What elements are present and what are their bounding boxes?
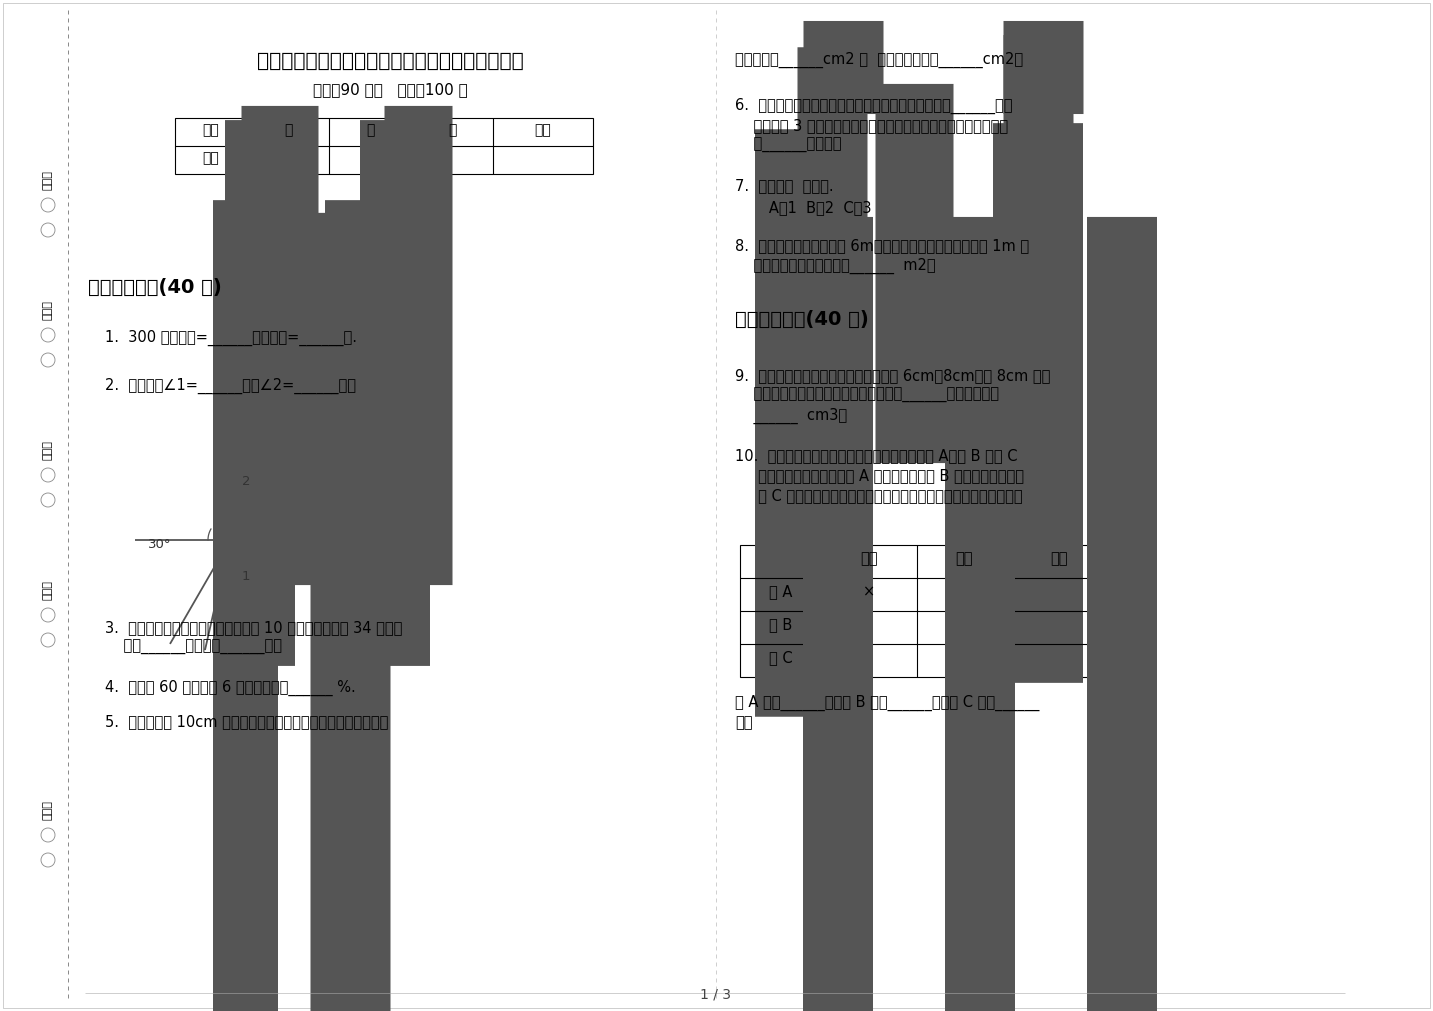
- Text: 鸡有______只，兔有______只。: 鸡有______只，兔有______只。: [105, 640, 282, 655]
- Text: 小 C 喜欢绘画。画一个表来帮忙，把信息记录下来，再进行推理。: 小 C 喜欢绘画。画一个表来帮忙，把信息记录下来，再进行推理。: [735, 488, 1023, 503]
- Text: 角边为轴旋转一周，得到的立体图形是______，它的体积是: 角边为轴旋转一周，得到的立体图形是______，它的体积是: [735, 388, 999, 403]
- Text: 象棋: 象棋: [860, 551, 878, 566]
- Text: ×: ×: [863, 584, 876, 599]
- Text: 1 / 3: 1 / 3: [701, 988, 731, 1002]
- Text: 三: 三: [447, 123, 456, 137]
- Text: 二、综合练习(40 分): 二、综合练习(40 分): [735, 310, 868, 329]
- Text: 2.  下图中，∠1=______度，∠2=______度。: 2. 下图中，∠1=______度，∠2=______度。: [105, 378, 355, 394]
- Text: 水泥路，水泥路的面积是______  m2。: 水泥路，水泥路的面积是______ m2。: [735, 258, 936, 274]
- Bar: [739, 545, 1108, 677]
- Text: 舞蹈: 舞蹈: [1050, 551, 1068, 566]
- Text: 小 A 参加______组，小 B 参加______组，小 C 参加______: 小 A 参加______组，小 B 参加______组，小 C 参加______: [735, 695, 1039, 711]
- Text: 组。: 组。: [735, 715, 752, 730]
- Text: 5.  在一块边长 10cm 的正方形硬纸板上剪下一个最大的圆，这个: 5. 在一块边长 10cm 的正方形硬纸板上剪下一个最大的圆，这个: [105, 714, 388, 729]
- Text: 9.  一个直角三角形的两条直角边分别长 6cm、8cm，以 8cm 的直: 9. 一个直角三角形的两条直角边分别长 6cm、8cm，以 8cm 的直: [735, 368, 1050, 383]
- Text: 7.  圆锥有（  ）条高.: 7. 圆锥有（ ）条高.: [735, 178, 834, 193]
- Text: 题号: 题号: [202, 123, 219, 137]
- Text: 8.  一个圆形花坛的直径是 6m，现在沿花坛的外围铺一条宽 1m 的: 8. 一个圆形花坛的直径是 6m，现在沿花坛的外围铺一条宽 1m 的: [735, 238, 1029, 253]
- Text: 用______统计图。: 用______统计图。: [735, 137, 841, 153]
- Text: 姓名：: 姓名：: [43, 440, 53, 460]
- Text: 时间：90 分钟   满分：100 分: 时间：90 分钟 满分：100 分: [312, 82, 467, 97]
- Text: 2: 2: [242, 475, 251, 488]
- Text: 总分: 总分: [535, 123, 552, 137]
- Text: 30°: 30°: [148, 538, 172, 551]
- Text: 一、基础练习(40 分): 一、基础练习(40 分): [87, 278, 222, 297]
- Text: 新版六年级下学期考点强化训练数学期末模拟试卷: 新版六年级下学期考点强化训练数学期末模拟试卷: [257, 52, 523, 71]
- Text: 小 B: 小 B: [770, 617, 792, 632]
- Text: 绘画: 绘画: [956, 551, 973, 566]
- Text: 考场：: 考场：: [43, 300, 53, 319]
- Text: 得分: 得分: [202, 151, 219, 165]
- Text: 3.  笼子里有若干只鸡和兔。从上面数 10 个头，从下面数 34 只脚，: 3. 笼子里有若干只鸡和兔。从上面数 10 个头，从下面数 34 只脚，: [105, 620, 403, 635]
- Text: 圆的面积是______cm2 ，  剩下的边角料是______cm2。: 圆的面积是______cm2 ， 剩下的边角料是______cm2。: [735, 52, 1023, 68]
- Text: 班级：: 班级：: [43, 580, 53, 600]
- Text: 考号：: 考号：: [43, 170, 53, 190]
- Text: 1.  300 立方厘米=______立方分米=______升.: 1. 300 立方厘米=______立方分米=______升.: [105, 330, 357, 346]
- Text: A．1  B．2  C．3: A．1 B．2 C．3: [755, 200, 871, 215]
- Text: 小 A: 小 A: [770, 584, 792, 599]
- Text: ______  cm3。: ______ cm3。: [735, 408, 847, 425]
- Text: 一: 一: [284, 123, 292, 137]
- Text: 二: 二: [365, 123, 374, 137]
- Text: 10.  学校组织了象棋、绘画和舞蹈兴趣小组，小 A、小 B 和小 C: 10. 学校组织了象棋、绘画和舞蹈兴趣小组，小 A、小 B 和小 C: [735, 448, 1017, 463]
- Bar: [175, 118, 593, 174]
- Text: 1: 1: [242, 570, 251, 583]
- Text: 小 C: 小 C: [770, 650, 792, 665]
- Text: 学校：: 学校：: [43, 800, 53, 820]
- Text: 图，要对 3 月份全校学生课外阅读量变化情况进行统计，最好选: 图，要对 3 月份全校学生课外阅读量变化情况进行统计，最好选: [735, 118, 1009, 133]
- Text: 6.  我们已学过的统计图有条形统计图、折线统计图和______统计: 6. 我们已学过的统计图有条形统计图、折线统计图和______统计: [735, 98, 1013, 114]
- Text: 分别参加了其中一项。小 A 不喜欢象棋，小 B 不是舞蹈小组的，: 分别参加了其中一项。小 A 不喜欢象棋，小 B 不是舞蹈小组的，: [735, 468, 1025, 483]
- Text: 4.  某班有 60 人，缺席 6 人，出勤率是______ %.: 4. 某班有 60 人，缺席 6 人，出勤率是______ %.: [105, 680, 355, 697]
